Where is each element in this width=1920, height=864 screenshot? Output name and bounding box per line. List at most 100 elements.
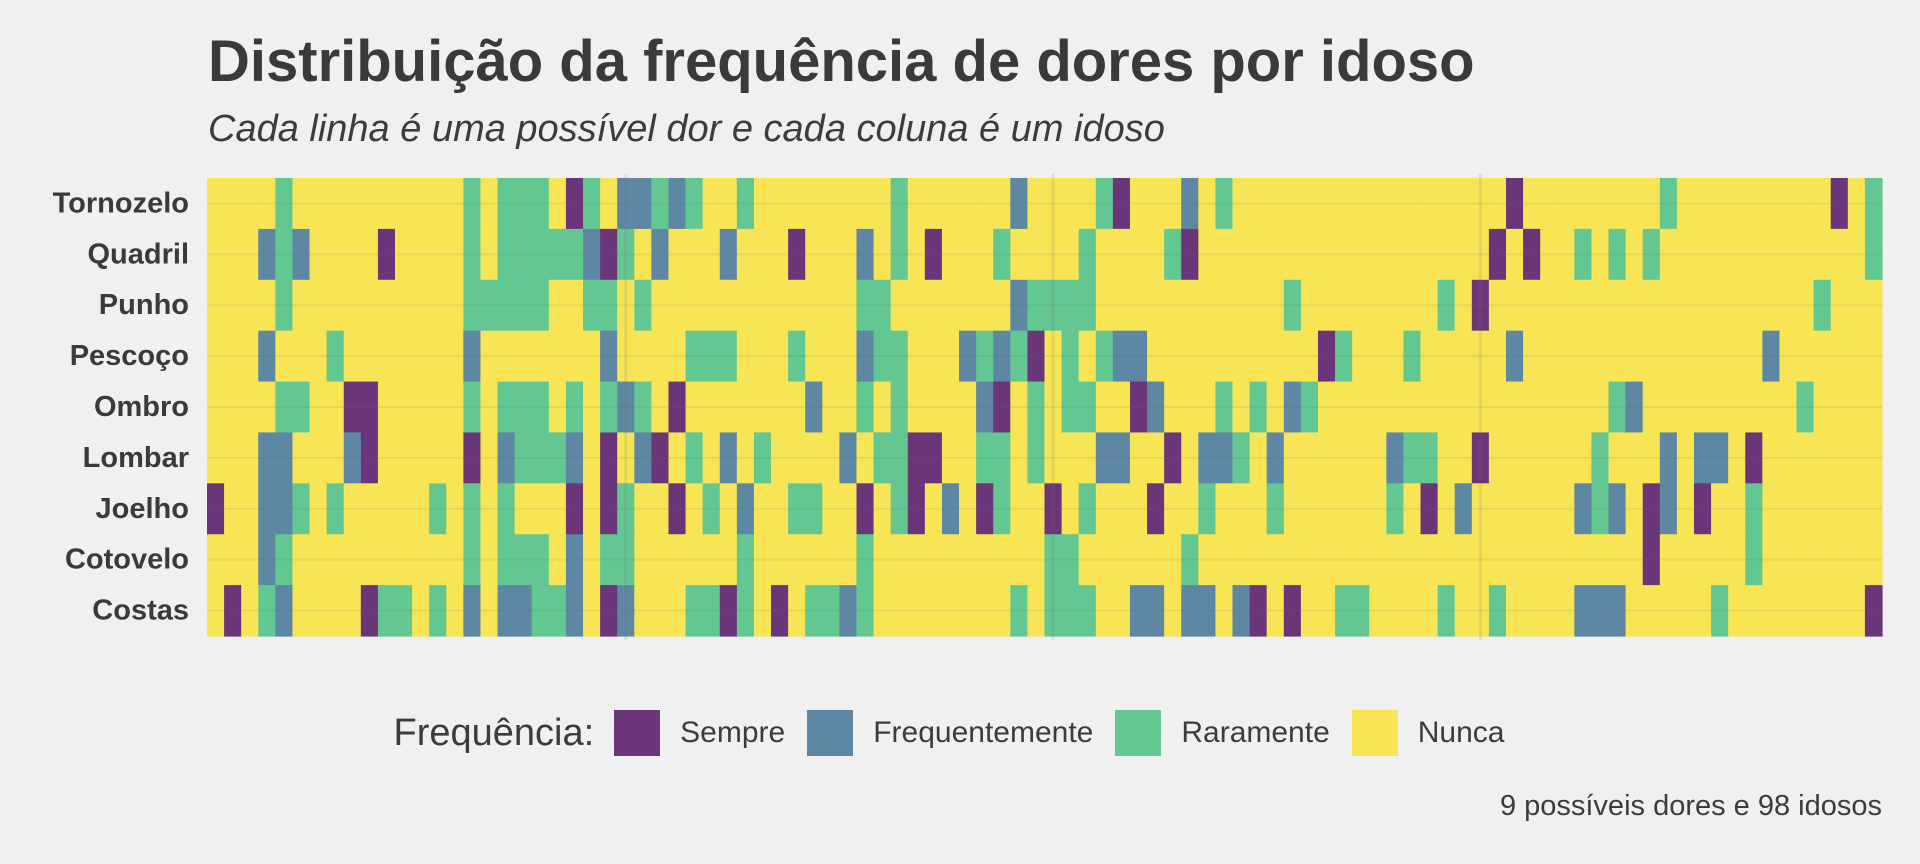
heatmap-cell [668, 381, 687, 434]
heatmap-cell [446, 483, 464, 535]
heatmap-cell [1215, 534, 1234, 586]
heatmap-cell [1044, 228, 1063, 281]
heatmap-cell [1847, 178, 1866, 230]
heatmap-cell [1540, 279, 1558, 332]
heatmap-cell [1061, 534, 1080, 586]
heatmap-cell [565, 178, 584, 230]
heatmap-cell [1591, 330, 1610, 383]
heatmap-cell [1198, 585, 1217, 637]
heatmap-cell [292, 330, 311, 383]
heatmap-cell [959, 534, 977, 586]
heatmap-cell [1386, 330, 1405, 383]
heatmap-cell [890, 228, 909, 281]
legend-item-raramente: Raramente [1115, 710, 1330, 756]
heatmap-cell [1642, 178, 1661, 230]
row-label: Ombro [94, 391, 189, 423]
heatmap-cell [1779, 279, 1798, 332]
heatmap-cell [377, 279, 396, 332]
heatmap-cell [395, 279, 413, 332]
heatmap-cell [1266, 330, 1285, 383]
heatmap-cell [1129, 178, 1148, 230]
row-label: Pescoço [70, 340, 189, 372]
heatmap-cell [395, 330, 413, 383]
heatmap-cell [600, 534, 618, 586]
heatmap-cell [1232, 178, 1251, 230]
heatmap-cell [702, 279, 721, 332]
heatmap-cell [1147, 279, 1165, 332]
legend-label-nunca: Nunca [1417, 716, 1505, 749]
heatmap-cell [788, 330, 806, 383]
heatmap-cell [207, 381, 225, 434]
heatmap-cell [753, 483, 772, 535]
heatmap-cell [1676, 381, 1695, 434]
heatmap-cell [463, 330, 482, 383]
heatmap-cell [1010, 178, 1029, 230]
heatmap-cell [1437, 279, 1456, 332]
heatmap-cell [292, 534, 311, 586]
heatmap-cell [1625, 279, 1644, 332]
heatmap-cell [1779, 585, 1798, 637]
heatmap-cell [1454, 381, 1473, 434]
row-label: Quadril [87, 238, 189, 270]
heatmap-cell [446, 585, 464, 637]
heatmap-cell [1813, 534, 1832, 586]
heatmap-cell [1642, 432, 1661, 484]
heatmap-cell [993, 178, 1011, 230]
heatmap-cell [1215, 483, 1234, 535]
heatmap-cell [702, 483, 721, 535]
heatmap-cell [1454, 330, 1473, 383]
heatmap-cell [377, 534, 396, 586]
heatmap-cell [788, 279, 806, 332]
heatmap-cell [309, 330, 328, 383]
heatmap-cell [1830, 279, 1849, 332]
heatmap-cell [702, 178, 721, 230]
heatmap-cell [822, 432, 840, 484]
heatmap-cell [429, 381, 447, 434]
row-label: Cotovelo [65, 544, 189, 576]
heatmap-cell [634, 279, 652, 332]
heatmap-cell [1728, 534, 1746, 586]
heatmap-cell [258, 483, 276, 535]
heatmap-cell [548, 178, 567, 230]
heatmap-cell [446, 330, 464, 383]
heatmap-cell [1386, 178, 1405, 230]
heatmap-cell [326, 534, 345, 586]
heatmap-cell [736, 178, 755, 230]
heatmap-cell [1232, 432, 1251, 484]
heatmap-cell [1147, 534, 1165, 586]
heatmap-cell [873, 534, 892, 586]
heatmap-cell [1608, 432, 1627, 484]
heatmap-cell [1659, 330, 1678, 383]
heatmap-cell [1061, 279, 1080, 332]
heatmap-cell [1095, 432, 1114, 484]
heatmap-cell [1796, 228, 1815, 281]
heatmap-cell [1454, 585, 1473, 637]
heatmap-cell [463, 534, 482, 586]
heatmap-cell [959, 178, 977, 230]
heatmap-cell [993, 330, 1011, 383]
heatmap-cell [719, 483, 738, 535]
heatmap-cell [343, 483, 362, 535]
heatmap-cell [736, 585, 755, 637]
heatmap-cell [1352, 534, 1370, 586]
heatmap-cell [1181, 228, 1199, 281]
heatmap-cell [959, 279, 977, 332]
heatmap-cell [429, 228, 447, 281]
heatmap-cell [1864, 330, 1883, 383]
heatmap-cell [1215, 381, 1234, 434]
heatmap-cell [959, 381, 977, 434]
heatmap-cell [1693, 178, 1712, 230]
heatmap-cell [805, 534, 823, 586]
heatmap-cell [1557, 483, 1575, 535]
heatmap-cell [805, 381, 823, 434]
heatmap-cell [1198, 381, 1217, 434]
heatmap-cell [600, 381, 618, 434]
heatmap-cell [1129, 483, 1148, 535]
heatmap-cell [1557, 228, 1575, 281]
heatmap-cell [1471, 585, 1490, 637]
heatmap-cell [1300, 585, 1319, 637]
heatmap-cell [429, 432, 447, 484]
heatmap-cell [976, 585, 994, 637]
heatmap-cell [207, 483, 225, 535]
heatmap-cell [343, 432, 362, 484]
